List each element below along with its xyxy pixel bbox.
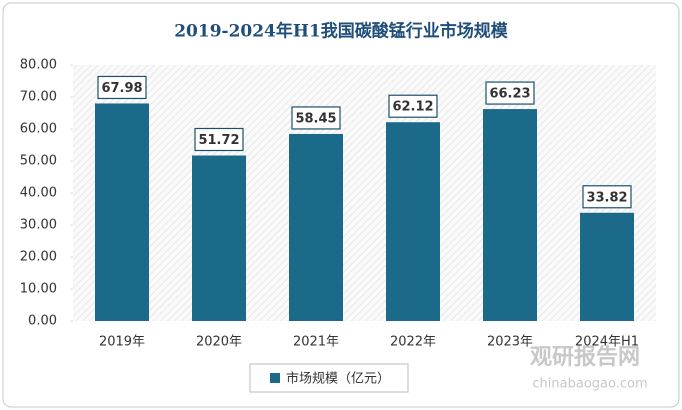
- bar: [95, 103, 149, 322]
- y-tick-label: 20.00: [20, 250, 57, 265]
- value-label: 58.45: [295, 111, 336, 126]
- chart-title: 2019-2024年H1我国碳酸锰行业市场规模: [174, 21, 509, 42]
- bar: [289, 133, 343, 321]
- x-tick-label: 2024年H1: [575, 335, 639, 350]
- value-label-box: [194, 127, 244, 152]
- x-tick-label: 2021年: [293, 335, 339, 350]
- y-tick-label: 50.00: [20, 154, 57, 169]
- value-label: 51.72: [198, 133, 239, 148]
- bar: [580, 212, 634, 321]
- y-tick-label: 40.00: [20, 186, 57, 201]
- value-label-box: [291, 106, 341, 130]
- bar: [386, 122, 440, 321]
- x-tick-label: 2019年: [99, 335, 145, 350]
- y-tick-label: 80.00: [20, 58, 57, 73]
- value-label-box: [485, 81, 535, 105]
- y-tick-label: 0.00: [28, 314, 57, 329]
- legend-swatch: [270, 373, 280, 383]
- x-tick-label: 2020年: [196, 335, 242, 350]
- value-label: 62.12: [392, 100, 433, 115]
- value-label-box: [97, 75, 147, 100]
- value-label-box: [388, 94, 438, 118]
- value-label: 66.23: [489, 87, 530, 102]
- legend-label: 市场规模（亿元）: [286, 371, 390, 387]
- bar: [483, 109, 537, 322]
- value-label: 67.98: [101, 81, 142, 96]
- value-label: 33.82: [586, 190, 627, 205]
- y-tick-label: 10.00: [20, 282, 57, 297]
- y-tick-label: 70.00: [20, 90, 57, 105]
- y-tick-label: 60.00: [20, 122, 57, 137]
- x-tick-label: 2023年: [487, 335, 533, 350]
- plot-area: [73, 65, 656, 321]
- watermark-url: chinabaogao.com: [532, 377, 647, 392]
- y-tick-label: 30.00: [20, 218, 57, 233]
- value-label-box: [582, 185, 632, 209]
- x-tick-label: 2022年: [390, 335, 436, 350]
- watermark: 观研报告网: [530, 345, 640, 370]
- bar: [192, 155, 246, 321]
